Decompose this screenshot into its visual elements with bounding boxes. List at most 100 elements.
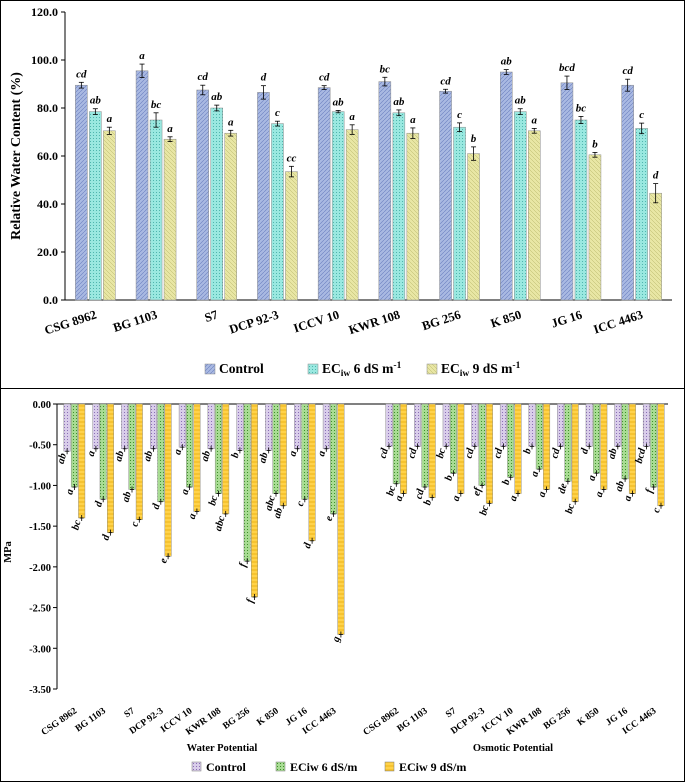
rwc-bar [439, 90, 452, 301]
rwc-sig-letter: ab [501, 56, 513, 68]
mpa-sig-letter: cd [414, 487, 427, 500]
rwc-bar [560, 82, 574, 301]
mpa-bar [186, 403, 194, 488]
mpa-group-title: Osmotic Potential [473, 743, 553, 754]
mpa-bar [471, 403, 479, 447]
rwc-sig-letter: cd [440, 75, 451, 87]
mpa-bar [428, 403, 436, 498]
rwc-sig-letter: a [167, 123, 173, 135]
mpa-y-tick-label: -2.50 [29, 604, 51, 615]
legend-ec9-swatch [426, 363, 438, 375]
mpa-sig-letter: ab [200, 450, 213, 463]
mpa-bar [499, 403, 507, 447]
mpa-bar [507, 403, 515, 478]
mpa-bar [642, 403, 650, 447]
rwc-y-tick-label: 120.0 [31, 5, 58, 19]
rwc-sig-letter: b [471, 133, 477, 145]
mpa-x-tick-label: BG 1103 [74, 706, 108, 734]
rwc-bar [196, 89, 209, 301]
rwc-y-tick-label: 80.0 [37, 101, 58, 115]
rwc-y-tick-label: 0.0 [43, 293, 58, 307]
mpa-bar [457, 403, 465, 494]
mpa-bar [279, 403, 287, 506]
rwc-x-tick-label: BG 256 [420, 308, 462, 334]
mpa-sig-letter: cd [492, 447, 505, 460]
mpa-x-tick-label: S7 [123, 706, 137, 720]
mpa-sig-letter: bc [385, 484, 398, 497]
rwc-sig-letter: ab [211, 91, 223, 103]
mpa-x-tick-label: BG 1103 [396, 706, 430, 734]
rwc-x-tick-label: ICCV 10 [292, 308, 341, 336]
rwc-bar [392, 112, 406, 301]
mpa-sig-letter: a [172, 448, 184, 456]
legend-ec-suffix: 6 dS m [350, 361, 394, 376]
rwc-sig-letter: a [532, 114, 538, 126]
legend-b-control-label: Control [206, 760, 246, 774]
mpa-sig-letter: d [93, 499, 105, 508]
mpa-sig-letter: abc [213, 515, 228, 533]
mpa-bar [400, 403, 408, 494]
mpa-bar [535, 403, 543, 470]
potential-chart: 0.00 -0.50 -1.00 -1.50 -2.00 -2.50 -3.00 -3.50 M… [3, 400, 668, 774]
rwc-bar [331, 111, 345, 301]
rwc-sig-letter: bc [380, 63, 391, 75]
mpa-y-tick-label: -1.50 [29, 522, 51, 533]
mpa-sig-letter: ab [121, 490, 134, 503]
rwc-bar [285, 171, 298, 301]
mpa-y-tick-label: -1.00 [29, 481, 51, 492]
legend-unit-exponent: -1 [393, 361, 401, 371]
mpa-sig-letter: a [529, 470, 541, 478]
mpa-sig-letter: bc [435, 447, 448, 460]
mpa-bar [164, 403, 172, 557]
mpa-sig-letter: a [86, 450, 98, 458]
rwc-x-tick-label: BG 1103 [111, 308, 159, 335]
mpa-bar [628, 403, 636, 494]
legend-control-label: Control [219, 361, 264, 376]
rwc-bar [406, 132, 420, 301]
mpa-bar [63, 403, 71, 452]
mpa-sig-letter: a [586, 474, 598, 482]
rwc-y-axis-title: Relative Water Content (%) [9, 72, 24, 240]
mpa-sig-letter: c [651, 506, 663, 514]
rwc-bar [621, 84, 634, 301]
rwc-sig-letter: b [592, 138, 598, 150]
mpa-bar [78, 403, 86, 519]
rwc-bar [210, 107, 223, 301]
mpa-sig-letter: a [394, 495, 406, 503]
rwc-x-tick-label: CSG 8962 [43, 308, 99, 338]
rwc-bar [75, 84, 88, 301]
rwc-sig-letter: cd [198, 71, 209, 83]
mpa-sig-letter: ab [113, 450, 126, 463]
legend-b-ec9-swatch [384, 761, 395, 772]
mpa-sig-letter: cd [378, 447, 391, 460]
mpa-bar [478, 403, 486, 486]
rwc-y-tick-label: 60.0 [37, 149, 58, 163]
rwc-sig-letter: ab [333, 96, 345, 108]
rwc-bar [163, 138, 177, 301]
mpa-bar [414, 403, 422, 447]
mpa-sig-letter: c [295, 500, 307, 508]
legend-ec-subscript: iw [341, 369, 351, 379]
rwc-sig-letter: bc [151, 99, 162, 111]
mpa-sig-letter: b [422, 499, 434, 507]
rwc-sig-letter: c [457, 109, 462, 121]
mpa-bar [485, 403, 493, 504]
legend-ec-suffix: 9 dS m [469, 361, 513, 376]
mpa-y-tick-label: -3.50 [29, 685, 51, 696]
rwc-bar [257, 92, 270, 301]
mpa-bar [301, 403, 309, 500]
rwc-y-tick-label: 40.0 [37, 197, 58, 211]
legend-ec6-swatch [307, 363, 319, 375]
rwc-sig-letter: a [349, 111, 355, 123]
mpa-bar [128, 403, 136, 490]
legend-ec-prefix: EC [441, 361, 460, 376]
mpa-sig-letter: d [302, 541, 314, 550]
mpa-sig-letter: e [158, 557, 170, 565]
mpa-x-tick-label: CSG 8962 [362, 706, 401, 738]
mpa-sig-letter: bc [207, 494, 220, 507]
mpa-bar [337, 403, 345, 635]
mpa-bar [621, 403, 629, 480]
mpa-y-axis-title: MPa [3, 540, 14, 562]
mpa-bar [207, 403, 215, 449]
